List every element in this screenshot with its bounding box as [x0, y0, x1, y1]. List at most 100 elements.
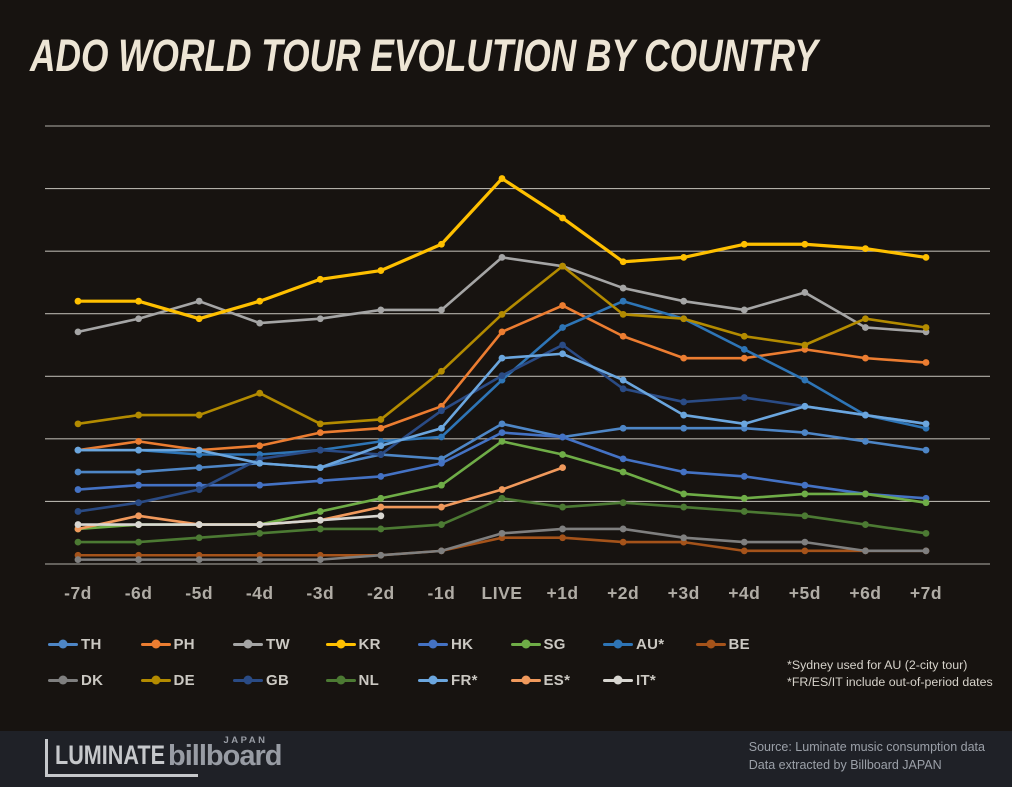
series-line-AU* — [76, 299, 928, 456]
data-point-KR — [135, 297, 142, 305]
data-point-NL — [680, 503, 688, 511]
data-point-KR — [619, 258, 627, 266]
data-point-AU* — [559, 324, 566, 331]
source-line-2: Data extracted by Billboard JAPAN — [748, 758, 942, 772]
data-point-TH — [559, 433, 566, 441]
footer-bar: LUMINATE JAPAN billboard Source: Luminat… — [0, 731, 1012, 787]
data-point-SG — [862, 490, 869, 498]
data-point-DK — [619, 525, 627, 533]
data-point-BE — [256, 551, 264, 559]
data-point-ES* — [377, 503, 385, 511]
data-point-BE — [74, 551, 82, 559]
data-point-PH — [135, 437, 142, 445]
data-point-AU* — [740, 345, 748, 353]
data-point-PH — [801, 345, 809, 353]
legend-item-DK: DK — [48, 670, 141, 690]
data-point-DK — [498, 529, 506, 537]
data-point-DE — [195, 411, 203, 419]
legend-item-DE: DE — [140, 670, 234, 690]
data-point-TW — [377, 306, 385, 314]
series-line-IT* — [76, 514, 383, 526]
data-point-BE — [740, 547, 748, 555]
data-point-SG — [559, 451, 566, 458]
data-point-PH — [195, 446, 203, 454]
data-point-DE — [680, 315, 688, 323]
data-point-DK — [377, 551, 385, 559]
data-point-ES* — [498, 486, 506, 493]
legend-label: IT* — [636, 671, 657, 689]
data-point-BE — [498, 534, 506, 542]
data-point-GB — [559, 341, 566, 349]
data-point-ES* — [438, 503, 445, 511]
data-point-TH — [256, 459, 264, 467]
series-line-DK — [76, 527, 928, 561]
data-point-DE — [438, 367, 445, 375]
data-point-PH — [862, 354, 869, 362]
data-point-FR* — [377, 442, 385, 450]
data-point-IT* — [316, 516, 324, 524]
data-point-TW — [740, 306, 748, 314]
data-point-FR* — [195, 446, 203, 454]
data-point-BE — [680, 538, 688, 546]
x-axis-label: +3d — [668, 583, 700, 603]
data-point-TW — [801, 289, 809, 296]
data-point-DE — [559, 262, 566, 270]
data-point-GB — [922, 420, 930, 428]
data-point-PH — [438, 402, 445, 410]
x-axis-label: -5d — [185, 583, 213, 603]
legend-label: TH — [81, 635, 102, 653]
legend-label: NL — [358, 671, 380, 689]
data-point-HK — [680, 468, 688, 476]
data-point-NL — [377, 525, 385, 533]
data-point-NL — [195, 534, 203, 542]
data-point-AU* — [377, 437, 385, 445]
data-point-TW — [498, 254, 506, 261]
data-point-TH — [74, 468, 82, 476]
data-point-TW — [619, 284, 627, 292]
data-point-DK — [256, 556, 264, 564]
data-point-HK — [862, 490, 869, 498]
data-point-HK — [74, 486, 82, 493]
data-point-GB — [438, 407, 445, 415]
data-point-BE — [922, 547, 930, 555]
data-point-TW — [135, 315, 142, 323]
data-point-DK — [801, 538, 809, 546]
data-point-GB — [619, 385, 627, 393]
data-point-AU* — [862, 411, 869, 419]
legend-label: PH — [173, 635, 195, 653]
data-point-IT* — [195, 521, 203, 528]
data-point-AU* — [922, 424, 930, 432]
legend-item-KR: KR — [325, 634, 419, 654]
data-point-KR — [438, 240, 445, 248]
legend-label: TW — [266, 635, 290, 653]
data-point-NL — [559, 503, 566, 511]
data-point-HK — [619, 455, 627, 463]
data-point-AU* — [135, 446, 142, 454]
luminate-wordmark: LUMINATE — [55, 740, 165, 770]
x-axis-label: -7d — [64, 583, 92, 603]
data-point-DK — [740, 538, 748, 546]
data-point-TH — [680, 424, 688, 432]
legend-item-FR: FR* — [418, 670, 511, 690]
data-point-TH — [922, 446, 930, 454]
data-point-DK — [559, 525, 566, 533]
data-point-HK — [498, 429, 506, 436]
series-line-PH — [76, 304, 928, 452]
data-point-KR — [74, 297, 82, 305]
data-point-KR — [801, 240, 809, 248]
data-point-NL — [74, 538, 82, 546]
data-point-SG — [801, 490, 809, 498]
luminate-logo: LUMINATE — [45, 739, 199, 777]
data-point-DK — [680, 534, 688, 542]
data-point-BE — [559, 534, 566, 542]
legend-marker-icon — [140, 675, 171, 685]
x-axis-label: LIVE — [482, 583, 523, 603]
data-point-SG — [619, 468, 627, 476]
x-axis-label: -3d — [306, 583, 334, 603]
legend-marker-icon — [48, 675, 78, 685]
data-point-FR* — [801, 402, 809, 410]
data-point-KR — [377, 267, 385, 274]
data-point-GB — [498, 372, 506, 380]
data-point-TH — [438, 455, 445, 463]
